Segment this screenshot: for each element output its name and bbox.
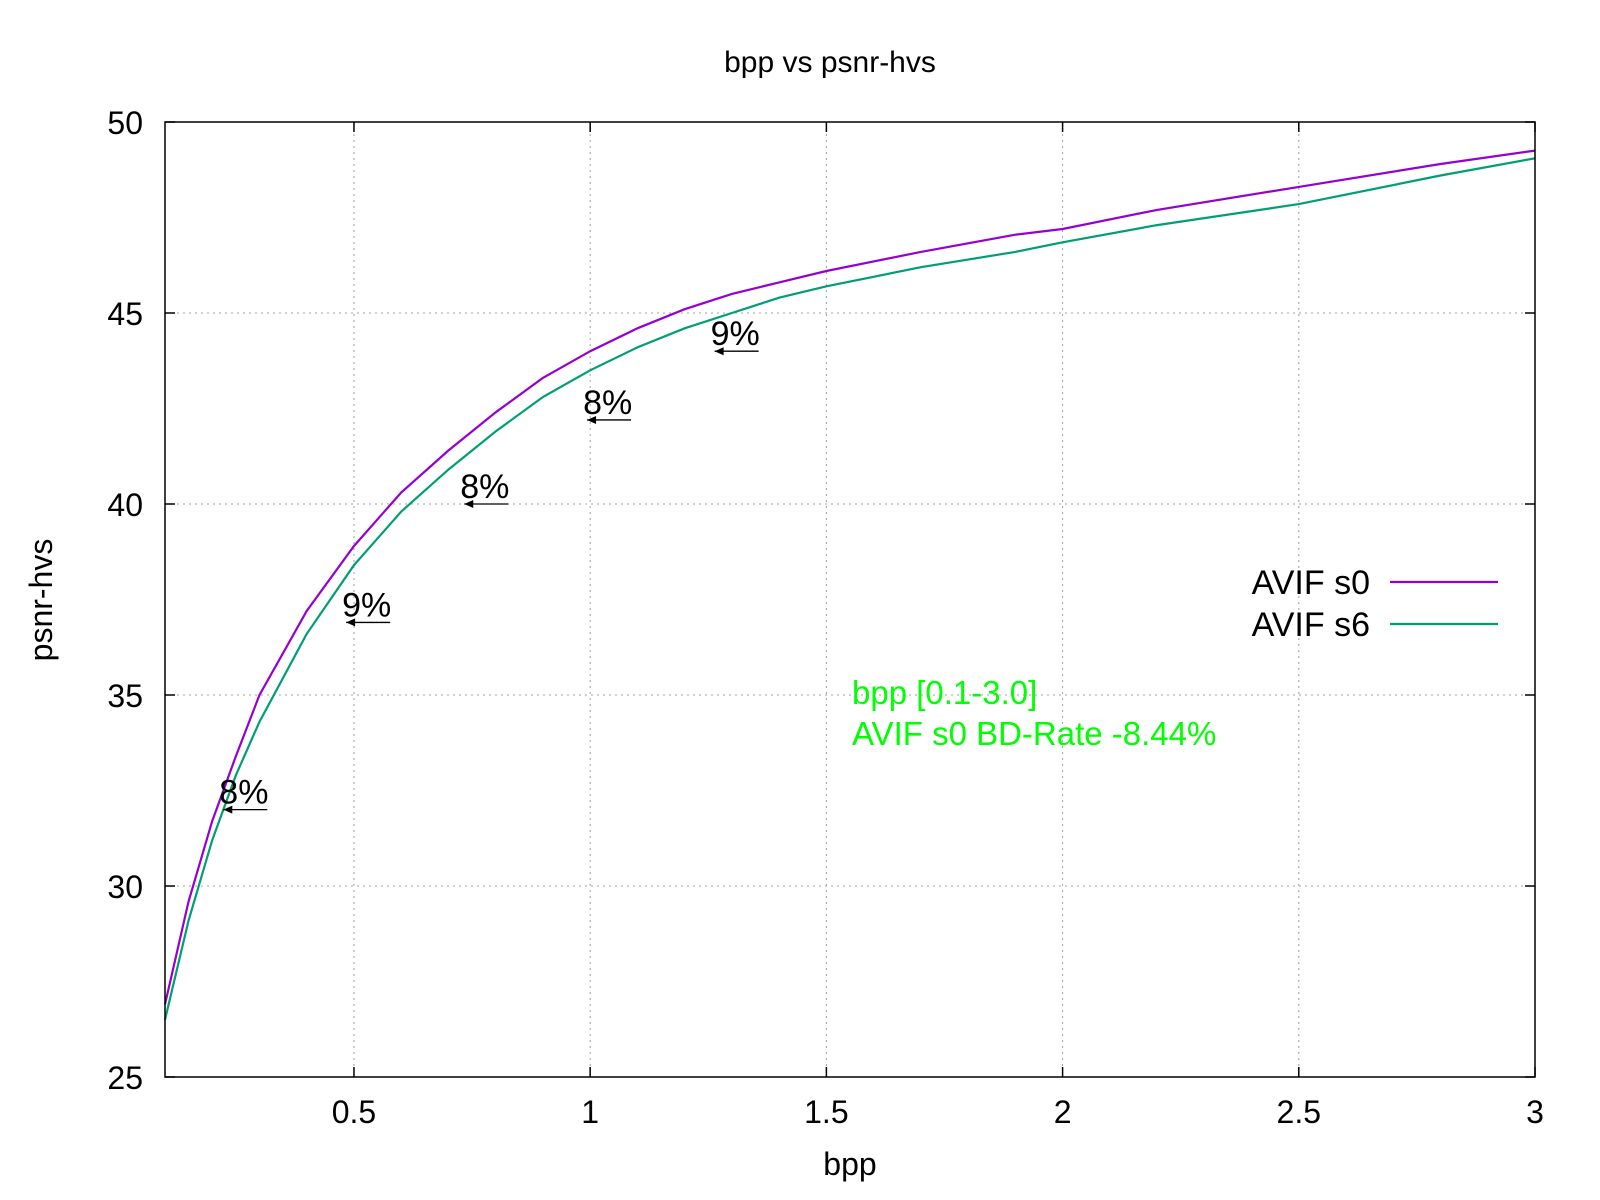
legend-label: AVIF s0 [1252, 564, 1370, 602]
chart-title: bpp vs psnr-hvs [724, 46, 936, 79]
annotation-layer: 8% 9% 8% 8% 9% [219, 315, 760, 814]
x-tick-label: 2 [1054, 1094, 1072, 1130]
bd-annotation-label: 8% [583, 384, 632, 422]
series-layer [163, 149, 1536, 1020]
y-tick-label: 40 [107, 487, 143, 523]
grid [165, 122, 1535, 1077]
x-tick-label: 2.5 [1277, 1094, 1321, 1130]
bd-annotation-label: 9% [342, 586, 391, 624]
y-tick-label: 35 [107, 678, 143, 714]
y-tick-label: 30 [107, 869, 143, 905]
info-line-bdrate: AVIF s0 BD-Rate -8.44% [852, 715, 1216, 752]
y-tick-label: 25 [107, 1060, 143, 1096]
legend: AVIF s0 AVIF s6 [1252, 564, 1498, 644]
info-box: bpp [0.1-3.0] AVIF s0 BD-Rate -8.44% [852, 674, 1216, 752]
x-tick-label: 0.5 [332, 1094, 376, 1130]
series-line-avif-s0 [163, 149, 1536, 1005]
tick-layer: 0.5 1 1.5 2 2.5 3 25 30 35 40 45 50 [107, 105, 1543, 1130]
info-line-range: bpp [0.1-3.0] [852, 674, 1037, 711]
x-tick-label: 1 [581, 1094, 599, 1130]
bd-arrow-head [587, 415, 597, 424]
bd-arrow-head [223, 805, 233, 814]
plot-frame [164, 121, 1536, 1078]
y-tick-label: 45 [107, 296, 143, 332]
bd-annotation-label: 9% [711, 315, 760, 353]
series-line-avif-s6 [163, 157, 1536, 1020]
legend-label: AVIF s6 [1252, 606, 1370, 644]
y-axis-label: psnr-hvs [23, 539, 59, 662]
bd-annotation-label: 8% [460, 468, 509, 506]
bd-arrow-head [346, 618, 356, 627]
x-axis-label: bpp [823, 1146, 876, 1182]
bd-arrow-head [464, 500, 474, 508]
x-tick-label: 3 [1526, 1094, 1544, 1130]
bd-arrow-head [714, 347, 724, 356]
bd-annotation-label: 8% [219, 774, 268, 812]
x-tick-label: 1.5 [804, 1094, 848, 1130]
y-tick-label: 50 [107, 105, 143, 141]
